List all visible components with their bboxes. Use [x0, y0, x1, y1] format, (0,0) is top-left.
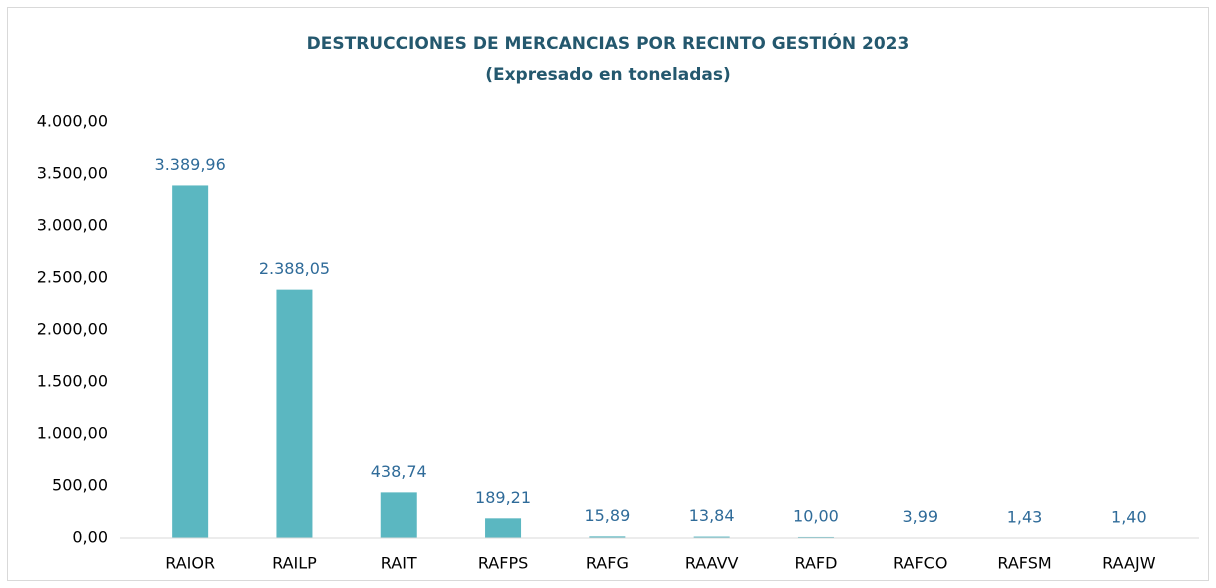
chart-subtitle: (Expresado en toneladas) — [485, 65, 731, 85]
value-label: 438,74 — [371, 462, 427, 481]
y-tick-label: 2.500,00 — [37, 268, 108, 287]
value-label: 15,89 — [584, 506, 630, 525]
x-tick-label: RAFG — [586, 554, 629, 573]
value-label: 10,00 — [793, 506, 839, 525]
value-label: 1,40 — [1111, 507, 1147, 526]
x-tick-label: RAFPS — [478, 554, 528, 573]
value-label: 3,99 — [902, 507, 938, 526]
bar — [693, 536, 730, 538]
x-tick-label: RAIT — [381, 554, 417, 573]
x-tick-label: RAIOR — [165, 554, 215, 573]
x-tick-label: RAFSM — [997, 554, 1051, 573]
chart-title: DESTRUCCIONES DE MERCANCIAS POR RECINTO … — [307, 32, 910, 54]
bar — [380, 492, 417, 538]
value-label: 189,21 — [475, 488, 531, 507]
y-tick-label: 1.500,00 — [37, 372, 108, 391]
y-tick-label: 500,00 — [52, 476, 108, 495]
y-tick-label: 3.000,00 — [37, 216, 108, 235]
x-tick-label: RAFD — [794, 554, 837, 573]
bar — [172, 185, 209, 538]
y-tick-label: 1.000,00 — [37, 424, 108, 443]
value-label: 13,84 — [689, 506, 735, 525]
x-tick-label: RAAVV — [685, 554, 739, 573]
x-tick-label: RAAJW — [1102, 554, 1156, 573]
x-tick-label: RAILP — [272, 554, 317, 573]
bar — [797, 536, 834, 538]
bar — [276, 289, 313, 538]
bar — [485, 518, 522, 538]
y-tick-label: 3.500,00 — [37, 164, 108, 183]
value-label: 3.389,96 — [155, 155, 226, 174]
x-tick-label: RAFCO — [893, 554, 947, 573]
y-tick-label: 0,00 — [72, 528, 108, 547]
value-label: 2.388,05 — [259, 259, 330, 278]
value-label: 1,43 — [1007, 507, 1043, 526]
bar — [589, 536, 626, 538]
y-tick-label: 4.000,00 — [37, 112, 108, 131]
y-tick-label: 2.000,00 — [37, 320, 108, 339]
